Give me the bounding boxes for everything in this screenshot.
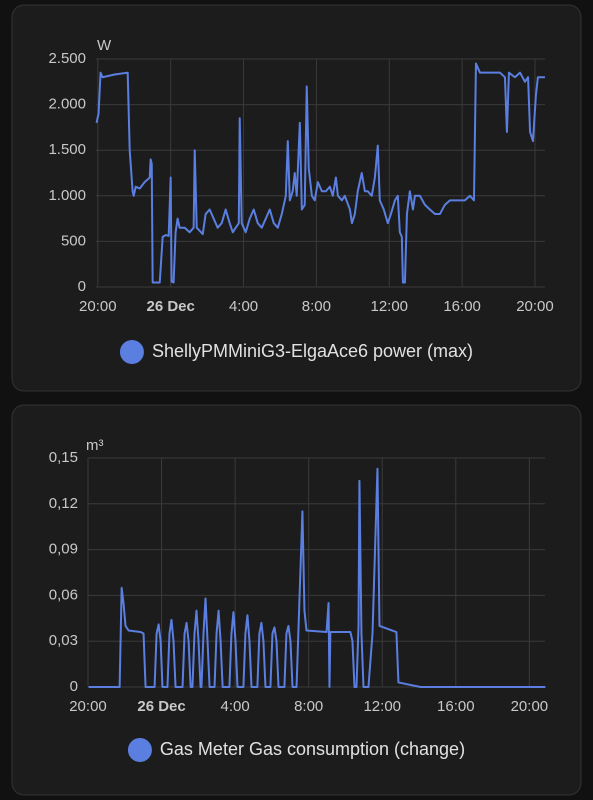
x-tick-label: 4:00 <box>221 698 250 715</box>
y-tick-label: 2.500 <box>48 50 86 67</box>
unit-label: W <box>97 37 112 54</box>
card <box>11 4 582 392</box>
y-tick-label: 0,15 <box>49 449 78 466</box>
legend-label[interactable]: ShellyPMMiniG3-ElgaAce6 power (max) <box>152 341 473 361</box>
y-tick-label: 1.000 <box>48 187 86 204</box>
y-tick-label: 1.500 <box>48 141 86 158</box>
x-tick-label: 20:00 <box>79 298 117 315</box>
legend-swatch[interactable] <box>119 340 144 364</box>
x-tick-label: 12:00 <box>363 698 401 715</box>
y-tick-label: 0 <box>70 678 78 695</box>
card <box>11 404 582 796</box>
data-line <box>95 62 545 284</box>
x-tick-label: 20:00 <box>516 298 554 315</box>
x-tick-label: 8:00 <box>294 698 323 715</box>
y-tick-label: 0,06 <box>49 586 78 603</box>
y-tick-label: 500 <box>61 232 86 249</box>
y-tick-label: 0,03 <box>49 632 78 649</box>
x-tick-label: 20:00 <box>69 698 107 715</box>
x-tick-label: 26 Dec <box>137 698 185 715</box>
y-tick-label: 0 <box>78 278 86 295</box>
x-tick-label: 20:00 <box>511 698 549 715</box>
legend-label[interactable]: Gas Meter Gas consumption (change) <box>160 739 465 759</box>
y-tick-label: 0,09 <box>49 541 78 558</box>
x-tick-label: 16:00 <box>437 698 475 715</box>
y-tick-label: 0,12 <box>49 495 78 512</box>
x-tick-label: 26 Dec <box>146 298 194 315</box>
y-tick-label: 2.000 <box>48 96 86 113</box>
x-tick-label: 12:00 <box>370 298 408 315</box>
x-tick-label: 8:00 <box>302 298 331 315</box>
data-line <box>88 467 546 688</box>
legend-swatch[interactable] <box>127 738 152 762</box>
x-tick-label: 16:00 <box>443 298 481 315</box>
x-tick-label: 4:00 <box>229 298 258 315</box>
unit-label: m³ <box>86 437 104 454</box>
